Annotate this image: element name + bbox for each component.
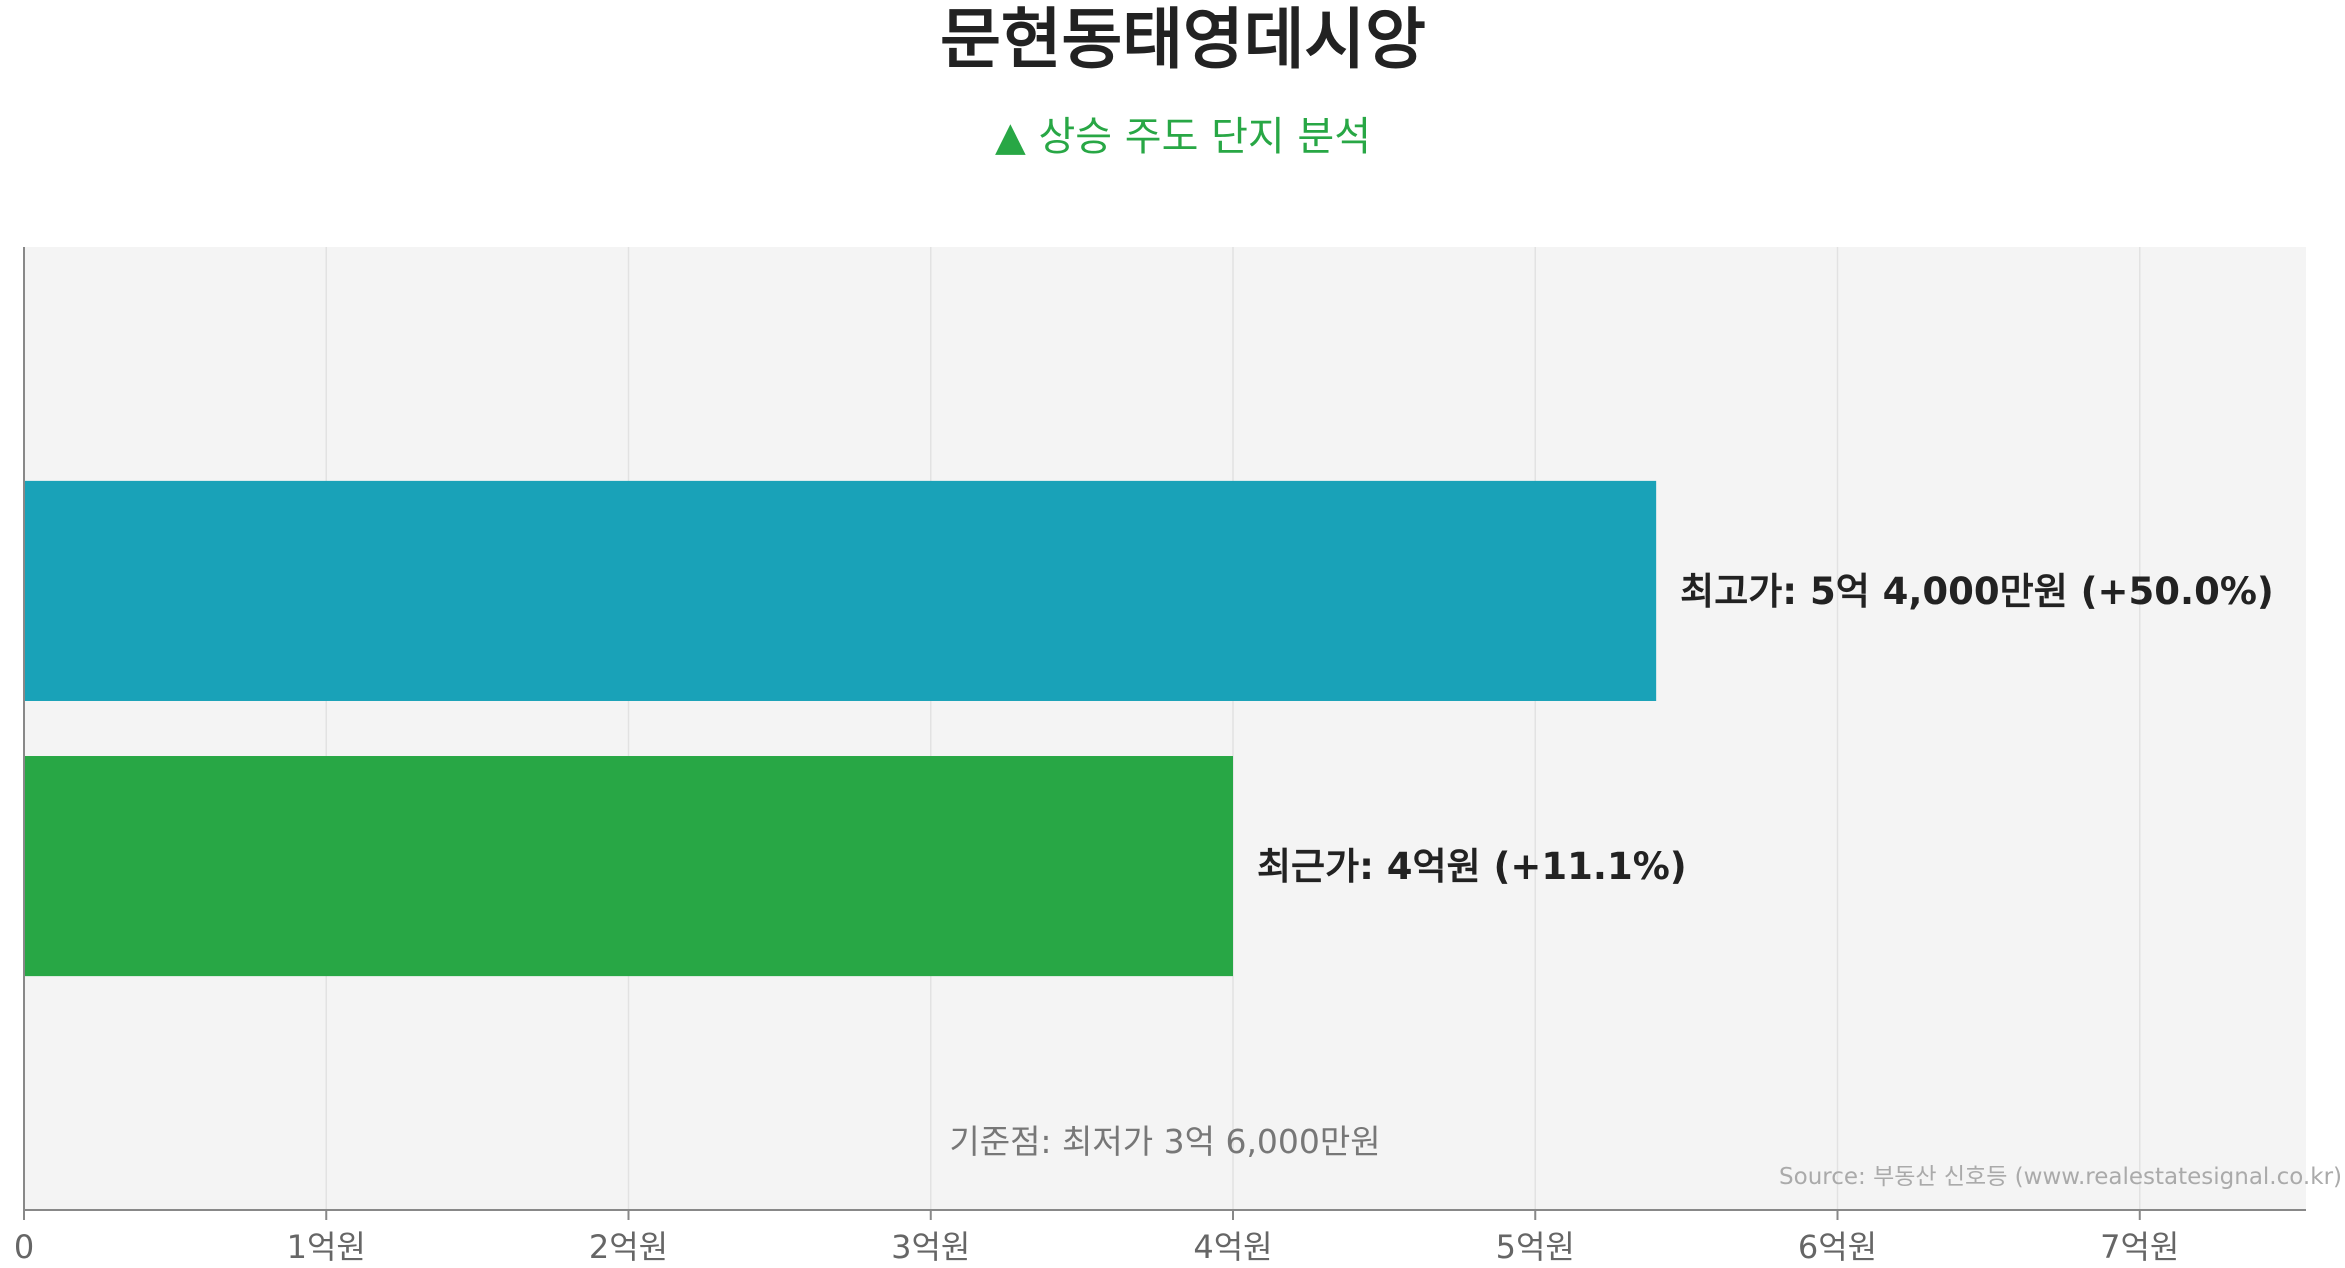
x-axis-ticks: 0 1억원 2억원 3억원 4억원 5억원 6억원 7억원 xyxy=(14,1210,2179,1266)
bar-2 xyxy=(24,756,1234,977)
baseline-annotation: 기준점: 최저가 3억 6,000만원 xyxy=(949,1122,1380,1161)
x-tick-label: 5억원 xyxy=(1496,1228,1575,1266)
bar-label-1: 최고가: 5억 4,000만원 (+50.0%) xyxy=(1680,570,2274,613)
plot-background xyxy=(24,247,2306,1210)
bar-label-2: 최근가: 4억원 (+11.1%) xyxy=(1257,845,1687,888)
bar-labels: 최고가: 5억 4,000만원 (+50.0%) 최근가: 4억원 (+11.1%… xyxy=(1257,570,2274,888)
bars xyxy=(24,480,1657,977)
chart-subtitle: ▲ 상승 주도 단지 분석 xyxy=(995,114,1371,160)
x-tick-label: 4억원 xyxy=(1193,1228,1272,1266)
grid-lines xyxy=(325,247,2141,1210)
x-tick-label: 7억원 xyxy=(2100,1228,2179,1266)
source-credit: Source: 부동산 신호등 (www.realestatesignal.co… xyxy=(1779,1164,2342,1190)
x-tick-label: 3억원 xyxy=(891,1228,970,1266)
bar-1 xyxy=(24,480,1657,701)
x-tick-label: 1억원 xyxy=(287,1228,366,1266)
x-tick-label: 0 xyxy=(14,1228,34,1266)
x-tick-label: 6억원 xyxy=(1798,1228,1877,1266)
chart-title: 문현동태영데시앙 xyxy=(940,1,1426,78)
x-tick-label: 2억원 xyxy=(589,1228,668,1266)
